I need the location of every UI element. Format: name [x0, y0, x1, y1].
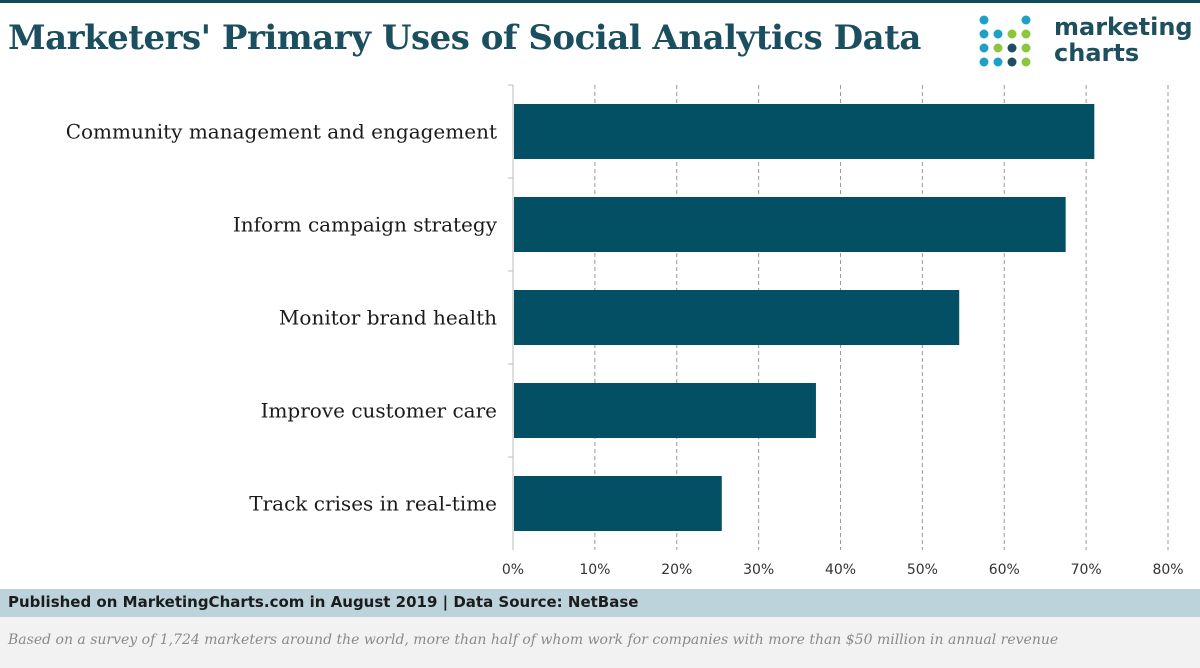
x-tick-label: 70% [1071, 562, 1102, 578]
bar-chart: Community management and engagement Infor… [66, 84, 1184, 578]
logo-dot [1007, 57, 1017, 67]
x-tick-label: 20% [661, 562, 692, 578]
logo-dot [979, 57, 989, 67]
x-tick-label: 10% [579, 562, 610, 578]
logo-line-2: charts [1054, 39, 1140, 67]
logo-text: marketing charts [1054, 14, 1193, 66]
logo-dot [1021, 57, 1031, 67]
bar [514, 476, 722, 531]
footer-note: Based on a survey of 1,724 marketers aro… [8, 632, 1059, 648]
logo-dots-icon [979, 15, 1031, 67]
logo-dot [979, 15, 989, 25]
category-label: Inform campaign strategy [233, 213, 498, 237]
logo-dot [1021, 29, 1031, 39]
logo-dot [1007, 29, 1017, 39]
category-label: Improve customer care [261, 399, 497, 423]
category-label: Monitor brand health [279, 306, 497, 330]
bar [514, 104, 1095, 159]
x-tick-label: 80% [1152, 562, 1183, 578]
logo-dot [979, 43, 989, 53]
logo-line-1: marketing [1054, 13, 1193, 41]
x-tick-label: 60% [989, 562, 1020, 578]
top-rule [0, 0, 1200, 3]
x-tick-label: 40% [825, 562, 856, 578]
logo-dot [1021, 15, 1031, 25]
bar [514, 197, 1066, 252]
bar [514, 383, 816, 438]
footer-bar: Published on MarketingCharts.com in Augu… [0, 589, 1200, 617]
logo-dot [1007, 43, 1017, 53]
x-tick-label: 0% [502, 562, 524, 578]
chart-title: Marketers' Primary Uses of Social Analyt… [8, 18, 921, 58]
logo-dot [993, 43, 1003, 53]
bar [514, 290, 960, 345]
logo-dot [979, 29, 989, 39]
category-label: Community management and engagement [66, 120, 497, 144]
category-label: Track crises in real-time [249, 492, 497, 516]
logo-dot [993, 29, 1003, 39]
x-tick-label: 30% [743, 562, 774, 578]
footer-published: Published on MarketingCharts.com in Augu… [8, 593, 639, 611]
x-tick-label: 50% [907, 562, 938, 578]
logo-dot [1021, 43, 1031, 53]
marketingcharts-logo: marketing charts [978, 14, 1198, 70]
logo-dot [993, 57, 1003, 67]
footer-note-area: Based on a survey of 1,724 marketers aro… [0, 617, 1200, 668]
